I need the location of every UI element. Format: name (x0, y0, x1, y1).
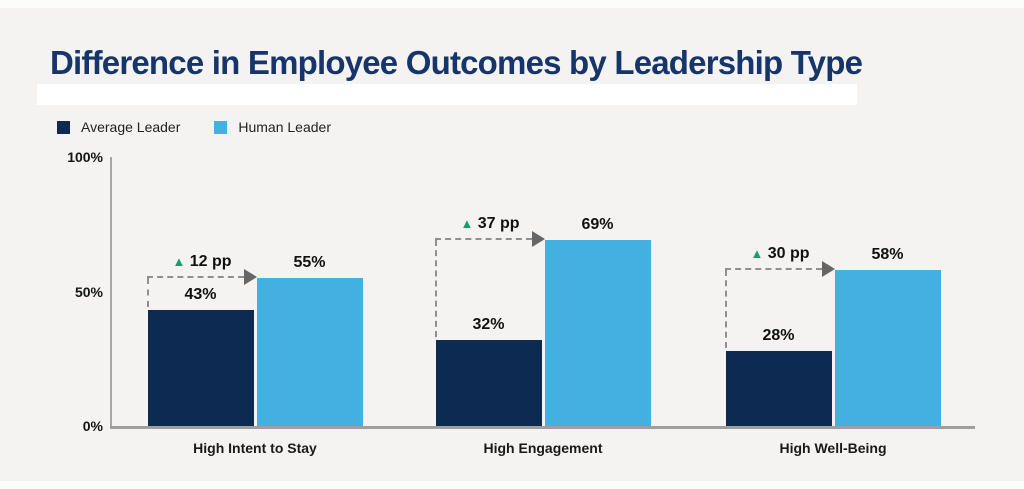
bar-average-leader-high-well-being (725, 350, 832, 426)
diff-value: 37 pp (473, 215, 520, 233)
diff-arrowhead-icon (243, 269, 257, 286)
legend: Average Leader Human Leader (57, 119, 331, 135)
y-axis-tick-label: 50% (74, 283, 103, 300)
bar-human-leader-high-well-being (834, 269, 941, 426)
increase-triangle-icon: ▲ (172, 254, 186, 270)
diff-label-high-engagement: ▲ 37 pp (460, 214, 519, 234)
diff-label-high-intent-to-stay: ▲ 12 pp (172, 252, 231, 272)
increase-triangle-icon: ▲ (460, 216, 474, 232)
bottom-margin-band (0, 481, 1024, 489)
diff-connector-horizontal (146, 276, 244, 279)
increase-triangle-icon: ▲ (750, 245, 764, 261)
legend-label-human-leader: Human Leader (238, 119, 331, 135)
bar-human-leader-high-engagement (544, 240, 651, 426)
legend-label-average-leader: Average Leader (81, 119, 181, 135)
diff-label-high-well-being: ▲ 30 pp (750, 244, 809, 264)
diff-arrowhead-icon (531, 231, 545, 248)
y-axis-line (110, 157, 112, 426)
bar-average-leader-high-engagement (435, 339, 542, 426)
legend-item-average-leader: Average Leader (57, 119, 180, 135)
value-label-average-leader-high-well-being: 28% (762, 326, 795, 344)
diff-connector-vertical (146, 278, 149, 308)
value-label-human-leader-high-engagement: 69% (581, 216, 614, 234)
top-margin-band (0, 0, 1024, 8)
y-axis-tick-label: 100% (67, 149, 103, 165)
title-highlight-bar (37, 84, 857, 105)
category-label-high-engagement: High Engagement (483, 440, 603, 456)
legend-item-human-leader: Human Leader (214, 119, 331, 135)
value-label-average-leader-high-intent-to-stay: 43% (184, 286, 217, 304)
legend-swatch-average-leader (57, 120, 70, 134)
category-label-high-well-being: High Well-Being (779, 440, 887, 456)
bar-human-leader-high-intent-to-stay (256, 278, 363, 426)
legend-swatch-human-leader (214, 120, 228, 134)
value-label-human-leader-high-intent-to-stay: 55% (293, 254, 326, 272)
category-label-high-intent-to-stay: High Intent to Stay (193, 440, 317, 456)
bar-average-leader-high-intent-to-stay (147, 310, 254, 426)
diff-value: 30 pp (763, 244, 810, 262)
y-axis-tick-label: 0% (82, 418, 103, 434)
diff-connector-vertical (724, 269, 727, 348)
value-label-average-leader-high-engagement: 32% (472, 315, 505, 333)
diff-connector-horizontal (724, 267, 822, 270)
diff-connector-horizontal (434, 238, 532, 241)
diff-value: 12 pp (185, 253, 232, 271)
diff-arrowhead-icon (821, 260, 835, 277)
diff-connector-vertical (434, 240, 437, 337)
value-label-human-leader-high-well-being: 58% (871, 245, 904, 263)
chart-title: Difference in Employee Outcomes by Leade… (50, 44, 863, 81)
x-axis-line (110, 426, 975, 429)
